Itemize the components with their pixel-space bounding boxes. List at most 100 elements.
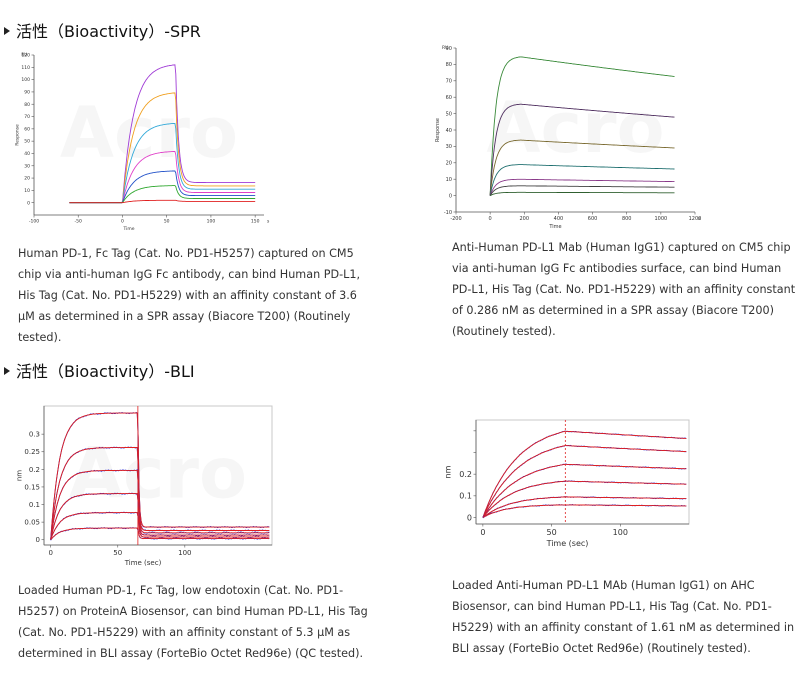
y-tick-label: 90 bbox=[446, 46, 452, 52]
y-tick-label: 40 bbox=[24, 151, 30, 157]
y-tick-label: 50 bbox=[24, 139, 30, 145]
sensorgram-line-c4 bbox=[489, 164, 675, 196]
y-tick-label: 100 bbox=[21, 77, 30, 83]
sensorgram-line-c3 bbox=[489, 139, 675, 196]
x-axis-end-label: s bbox=[698, 216, 701, 222]
x-tick-label: 100 bbox=[207, 219, 216, 225]
raw-data-line-c5 bbox=[482, 496, 687, 518]
y-tick-label: 20 bbox=[446, 161, 452, 167]
section-heading-spr: 活性（Bioactivity）-SPR bbox=[4, 18, 201, 42]
section-title: 活性（Bioactivity）-BLI bbox=[16, 362, 195, 381]
y-tick-label: 10 bbox=[446, 177, 452, 183]
section-title: 活性（Bioactivity）-SPR bbox=[16, 22, 201, 41]
y-tick-label: 50 bbox=[446, 111, 452, 117]
raw-data-line-c4 bbox=[482, 480, 687, 519]
x-tick-label: 100 bbox=[178, 549, 191, 557]
y-tick-label: 0 bbox=[27, 200, 30, 206]
y-tick-label: 0.2 bbox=[29, 466, 40, 474]
y-tick-label: 0.25 bbox=[24, 448, 40, 456]
fit-line-c2 bbox=[482, 445, 687, 518]
fit-line-c5 bbox=[50, 512, 270, 540]
x-tick-label: -100 bbox=[29, 219, 39, 225]
x-tick-label: 50 bbox=[546, 528, 556, 537]
x-tick-label: 150 bbox=[251, 219, 260, 225]
sensorgram-line-c5 bbox=[69, 170, 256, 204]
watermark-logo: Acro bbox=[60, 92, 238, 174]
y-axis-label: nm bbox=[16, 470, 24, 481]
y-tick-label: 70 bbox=[24, 114, 30, 120]
y-tick-label: 0.1 bbox=[459, 492, 472, 501]
x-tick-label: 0 bbox=[48, 549, 52, 557]
y-tick-label: 0.2 bbox=[459, 470, 472, 479]
sensorgram-line-c6 bbox=[489, 185, 675, 196]
x-axis-end-label: s bbox=[267, 220, 270, 225]
caption-bli-2: Loaded Anti-Human PD-L1 MAb (Human IgG1)… bbox=[452, 579, 795, 655]
fit-line-c3 bbox=[50, 469, 270, 540]
x-tick-label: 0 bbox=[121, 219, 124, 225]
y-tick-label: 0 bbox=[467, 513, 472, 522]
x-tick-label: 0 bbox=[489, 216, 492, 222]
bullet-icon bbox=[4, 367, 10, 375]
y-tick-label: 0 bbox=[449, 193, 452, 199]
spr-chart-pd1-fc: Acro -100 -50 0 50 100 150 0 10 20 30 40 50 60 70 80 90 1… bbox=[15, 52, 270, 232]
x-axis-label: Time (sec) bbox=[124, 559, 162, 567]
x-tick-label: 0 bbox=[480, 528, 485, 537]
fit-line-c3 bbox=[482, 463, 687, 518]
x-tick-label: 800 bbox=[622, 216, 632, 222]
x-tick-label: 400 bbox=[554, 216, 564, 222]
y-tick-label: 10 bbox=[24, 188, 30, 194]
y-axis-label: Response bbox=[15, 124, 21, 146]
caption-spr-1: Human PD-1, Fc Tag (Cat. No. PD1-H5257) … bbox=[18, 247, 361, 344]
bullet-icon bbox=[4, 27, 10, 35]
caption-spr-2: Anti-Human PD-L1 Mab (Human IgG1) captur… bbox=[452, 241, 796, 338]
x-tick-label: 100 bbox=[613, 528, 628, 537]
x-tick-label: 600 bbox=[588, 216, 598, 222]
y-unit-label: RU bbox=[21, 52, 27, 57]
section-heading-bli: 活性（Bioactivity）-BLI bbox=[4, 358, 195, 382]
x-tick-label: 1200 bbox=[689, 216, 702, 222]
fit-line-c6 bbox=[50, 527, 270, 540]
sensorgram-line-c2 bbox=[489, 103, 675, 196]
fit-line-c2 bbox=[50, 447, 270, 540]
y-tick-label: 60 bbox=[446, 95, 452, 101]
x-tick-label: 50 bbox=[113, 549, 122, 557]
y-tick-label: 40 bbox=[446, 128, 452, 134]
y-tick-label: 0.3 bbox=[29, 431, 40, 439]
fit-line-c5 bbox=[482, 496, 687, 518]
x-tick-label: -50 bbox=[75, 219, 82, 225]
x-tick-label: 50 bbox=[164, 219, 170, 225]
watermark-logo: Acro bbox=[69, 433, 247, 515]
bli-chart-anti-pdl1-mab: 0 50 100 0 0.1 0.2 Time (sec) nm bbox=[443, 419, 690, 548]
watermark-logo: Acro bbox=[486, 87, 664, 169]
caption-bli-1: Loaded Human PD-1, Fc Tag, low endotoxin… bbox=[18, 584, 368, 660]
x-tick-label: -200 bbox=[450, 216, 461, 222]
y-tick-label: 30 bbox=[446, 144, 452, 150]
x-axis-label: Time bbox=[122, 226, 134, 232]
y-tick-label: -10 bbox=[444, 210, 452, 216]
y-tick-label: 70 bbox=[446, 79, 452, 85]
y-unit-label: RU bbox=[442, 45, 448, 51]
y-tick-label: 0.05 bbox=[24, 519, 40, 527]
y-tick-label: 30 bbox=[24, 163, 30, 169]
x-axis-label: Time bbox=[548, 224, 561, 230]
fit-line-c4 bbox=[482, 480, 687, 518]
x-tick-label: 1000 bbox=[654, 216, 667, 222]
fit-line-c1 bbox=[50, 412, 270, 540]
y-tick-label: 90 bbox=[24, 89, 30, 95]
y-tick-label: 110 bbox=[21, 65, 30, 71]
sensorgram-line-c5 bbox=[489, 178, 675, 196]
bli-chart-pd1-fc: Acro 0 50 100 0 0.05 0.1 0.15 0.2 0.25 0.3 Time (se… bbox=[16, 405, 273, 567]
y-tick-label: 20 bbox=[24, 176, 30, 182]
sensorgram-line-c7 bbox=[69, 199, 256, 204]
x-tick-label: 200 bbox=[520, 216, 530, 222]
fit-line-c6 bbox=[482, 504, 687, 518]
raw-data-line-c1 bbox=[482, 430, 687, 518]
y-tick-label: 0 bbox=[36, 536, 40, 544]
y-tick-label: 80 bbox=[446, 62, 452, 68]
spr-chart-anti-pdl1-mab: Acro -200 0 200 400 600 800 1000 1200 -10 0 10 20 30 4… bbox=[435, 45, 702, 230]
sensorgram-line-c7 bbox=[489, 191, 675, 197]
raw-data-line-c6 bbox=[482, 504, 687, 519]
y-tick-label: 80 bbox=[24, 102, 30, 108]
y-tick-label: 60 bbox=[24, 126, 30, 132]
y-axis-label: Response bbox=[435, 118, 441, 142]
